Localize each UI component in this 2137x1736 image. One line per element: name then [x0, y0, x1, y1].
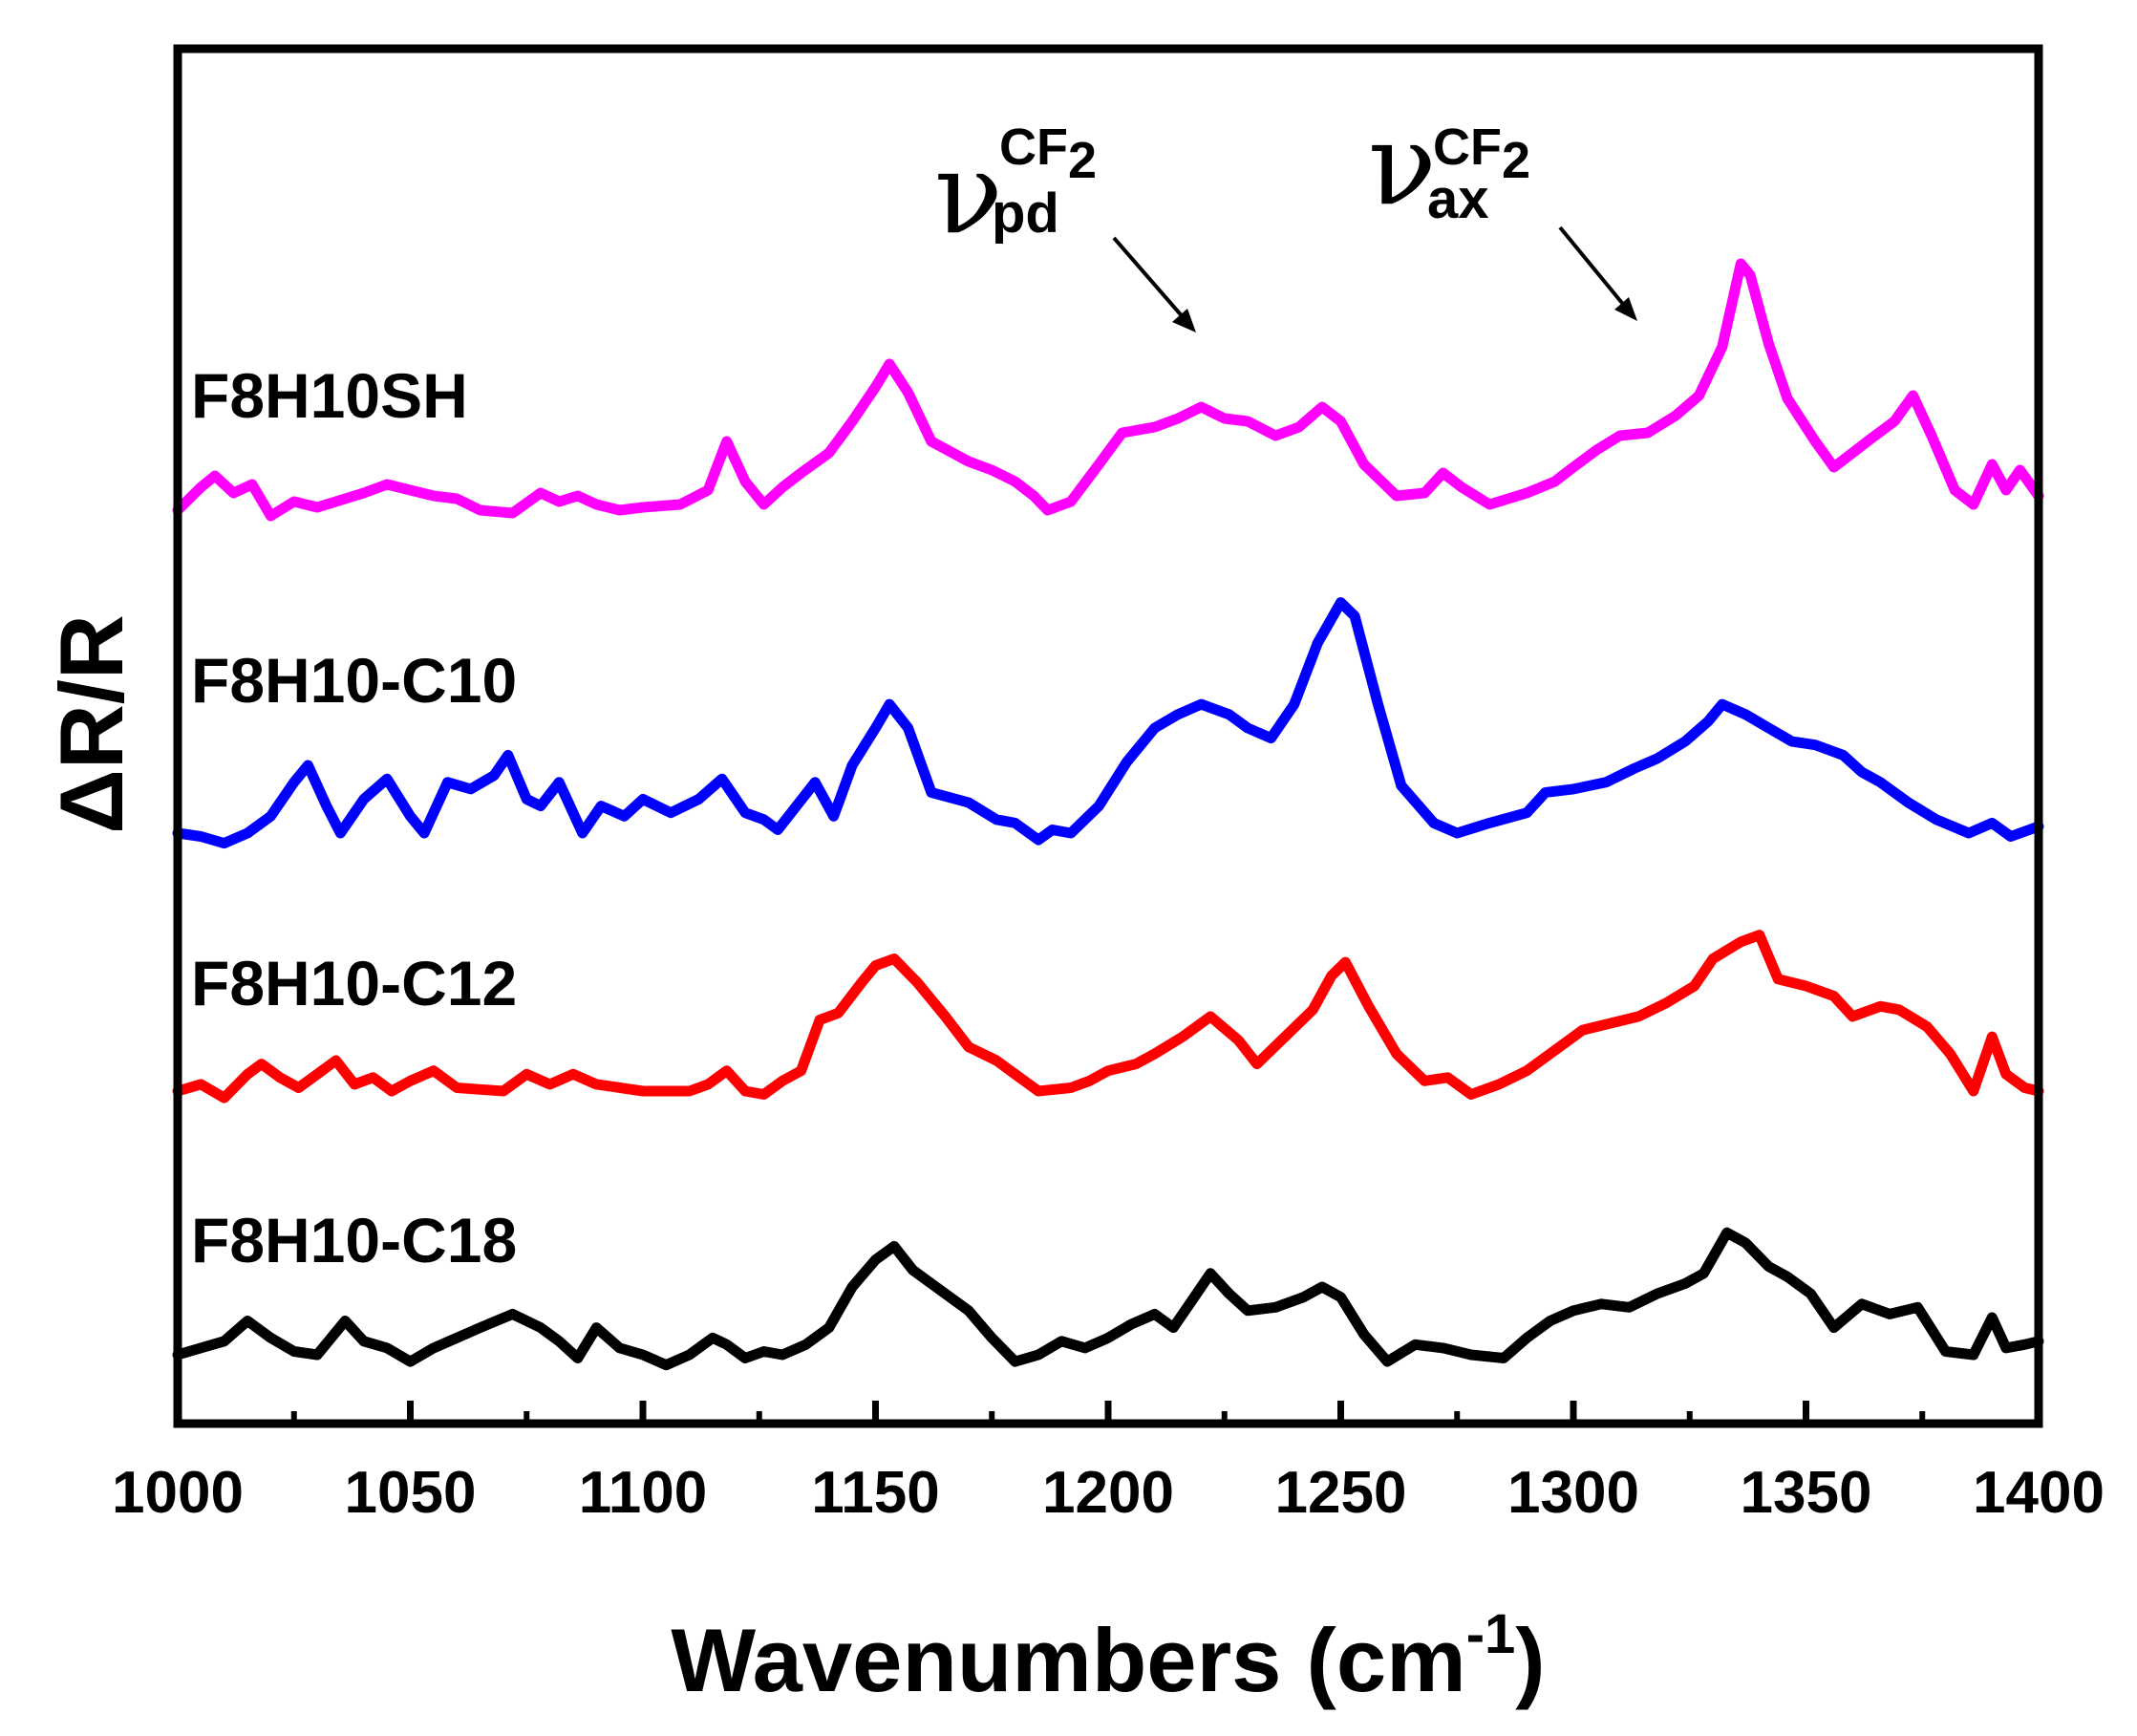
x-tick-label-1200: 1200: [1042, 1460, 1174, 1526]
annotation-nu-ax-sup-cf: CF: [1433, 118, 1502, 176]
x-axis-title-superscript: -1: [1466, 1603, 1516, 1665]
x-tick-label-1050: 1050: [345, 1460, 477, 1526]
x-tick-label-1150: 1150: [811, 1460, 940, 1526]
annotation-nu-ax-arrow: [1558, 225, 1628, 310]
annotation-nu-ax-arrowhead: [1614, 297, 1637, 321]
x-tick-label-1250: 1250: [1275, 1460, 1407, 1526]
annotation-nu-ax-subscript: ax: [1427, 168, 1489, 230]
series-line-f8h10-c10: [172, 597, 2044, 849]
annotation-nu-pd-arrowhead: [1172, 309, 1196, 332]
x-axis-title: Wavenumbers (cm-1): [671, 1603, 1545, 1710]
x-tick-label-1350: 1350: [1741, 1460, 1872, 1526]
annotation-nu-pd-sup-2: 2: [1068, 132, 1097, 189]
annotation-nu-ax-superscript: CF2: [1433, 118, 1530, 189]
series-line-f8h10-c12: [172, 930, 2044, 1104]
annotation-nu-pd: ν CF2 pd: [934, 118, 1196, 332]
annotation-nu-pd-sup-cf: CF: [999, 118, 1068, 176]
x-tick-label-1300: 1300: [1507, 1460, 1639, 1526]
series-labels: F8H10SH F8H10-C10 F8H10-C12 F8H10-C18: [191, 360, 517, 1275]
series-label-f8h10-c12: F8H10-C12: [191, 948, 517, 1018]
series-label-f8h10-c10: F8H10-C10: [191, 645, 517, 716]
annotation-nu-pd-symbol: ν: [934, 127, 1003, 259]
x-axis-title-close: ): [1515, 1610, 1545, 1710]
y-axis-title: ΔR/R: [41, 614, 141, 833]
annotation-nu-ax: ν CF2 ax: [1368, 98, 1637, 321]
annotation-nu-pd-subscript: pd: [992, 182, 1059, 245]
annotation-nu-pd-superscript: CF2: [999, 118, 1097, 189]
series-line-f8h10-c18: [172, 1227, 2044, 1371]
annotation-nu-pd-arrow: [1112, 236, 1186, 321]
annotations: ν CF2 pd ν CF2 ax: [934, 98, 1637, 332]
x-tick-label-1100: 1100: [579, 1460, 708, 1526]
x-axis-ticks: 1000 1050 1100 1150 1200 1250 1300 1350 1400: [112, 1401, 2105, 1526]
series-label-f8h10sh: F8H10SH: [191, 360, 468, 431]
series-layer: [172, 258, 2044, 1371]
x-axis-title-main: Wavenumbers (cm: [671, 1610, 1465, 1710]
x-tick-label-1000: 1000: [112, 1460, 244, 1526]
x-tick-label-1400: 1400: [1973, 1460, 2105, 1526]
annotation-nu-ax-symbol: ν: [1368, 98, 1437, 230]
series-label-f8h10-c18: F8H10-C18: [191, 1205, 517, 1275]
series-line-f8h10sh: [172, 258, 2044, 522]
annotation-nu-ax-sup-2: 2: [1502, 132, 1530, 189]
